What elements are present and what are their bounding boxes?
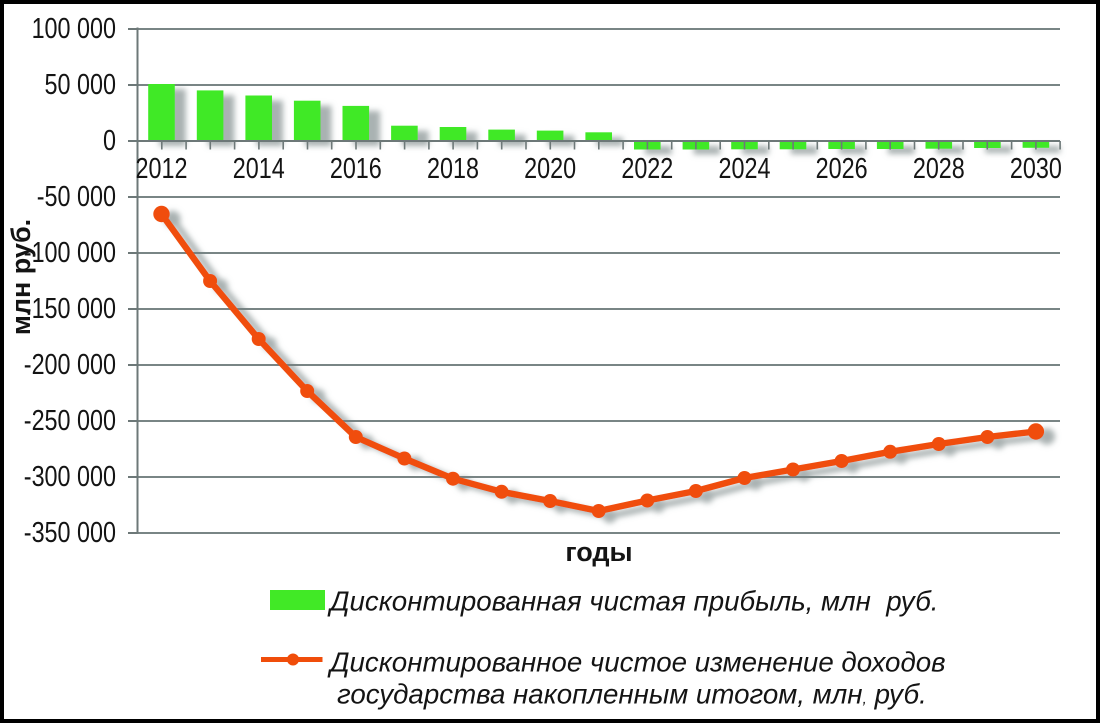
- svg-text:годы: годы: [565, 537, 632, 567]
- svg-text:2014: 2014: [233, 152, 285, 185]
- svg-text:-150 000: -150 000: [24, 292, 116, 325]
- svg-text:2022: 2022: [621, 152, 673, 185]
- svg-text:2016: 2016: [330, 152, 382, 185]
- svg-text:-250 000: -250 000: [24, 404, 116, 437]
- svg-text:-350 000: -350 000: [24, 516, 116, 549]
- svg-text:2026: 2026: [816, 152, 868, 185]
- svg-text:50 000: 50 000: [45, 68, 116, 101]
- svg-text:государства накопленным итогом: государства накопленным итогом, млн, руб…: [337, 679, 927, 710]
- svg-text:2024: 2024: [719, 152, 771, 185]
- svg-text:100 000: 100 000: [32, 12, 116, 45]
- svg-text:млн руб.: млн руб.: [6, 219, 36, 335]
- svg-text:0: 0: [103, 124, 116, 157]
- svg-text:2020: 2020: [524, 152, 576, 185]
- svg-text:2018: 2018: [427, 152, 479, 185]
- svg-text:2030: 2030: [1010, 152, 1062, 185]
- svg-text:Дисконтированное чистое измене: Дисконтированное чистое изменение доходо…: [327, 647, 946, 678]
- svg-text:-300 000: -300 000: [24, 460, 116, 493]
- svg-text:-100 000: -100 000: [24, 236, 116, 269]
- svg-text:Дисконтированная чистая прибыл: Дисконтированная чистая прибыль, млн руб…: [327, 586, 938, 617]
- svg-text:-200 000: -200 000: [24, 348, 116, 381]
- svg-text:2012: 2012: [136, 152, 188, 185]
- svg-text:2028: 2028: [913, 152, 965, 185]
- svg-text:-50 000: -50 000: [37, 180, 116, 213]
